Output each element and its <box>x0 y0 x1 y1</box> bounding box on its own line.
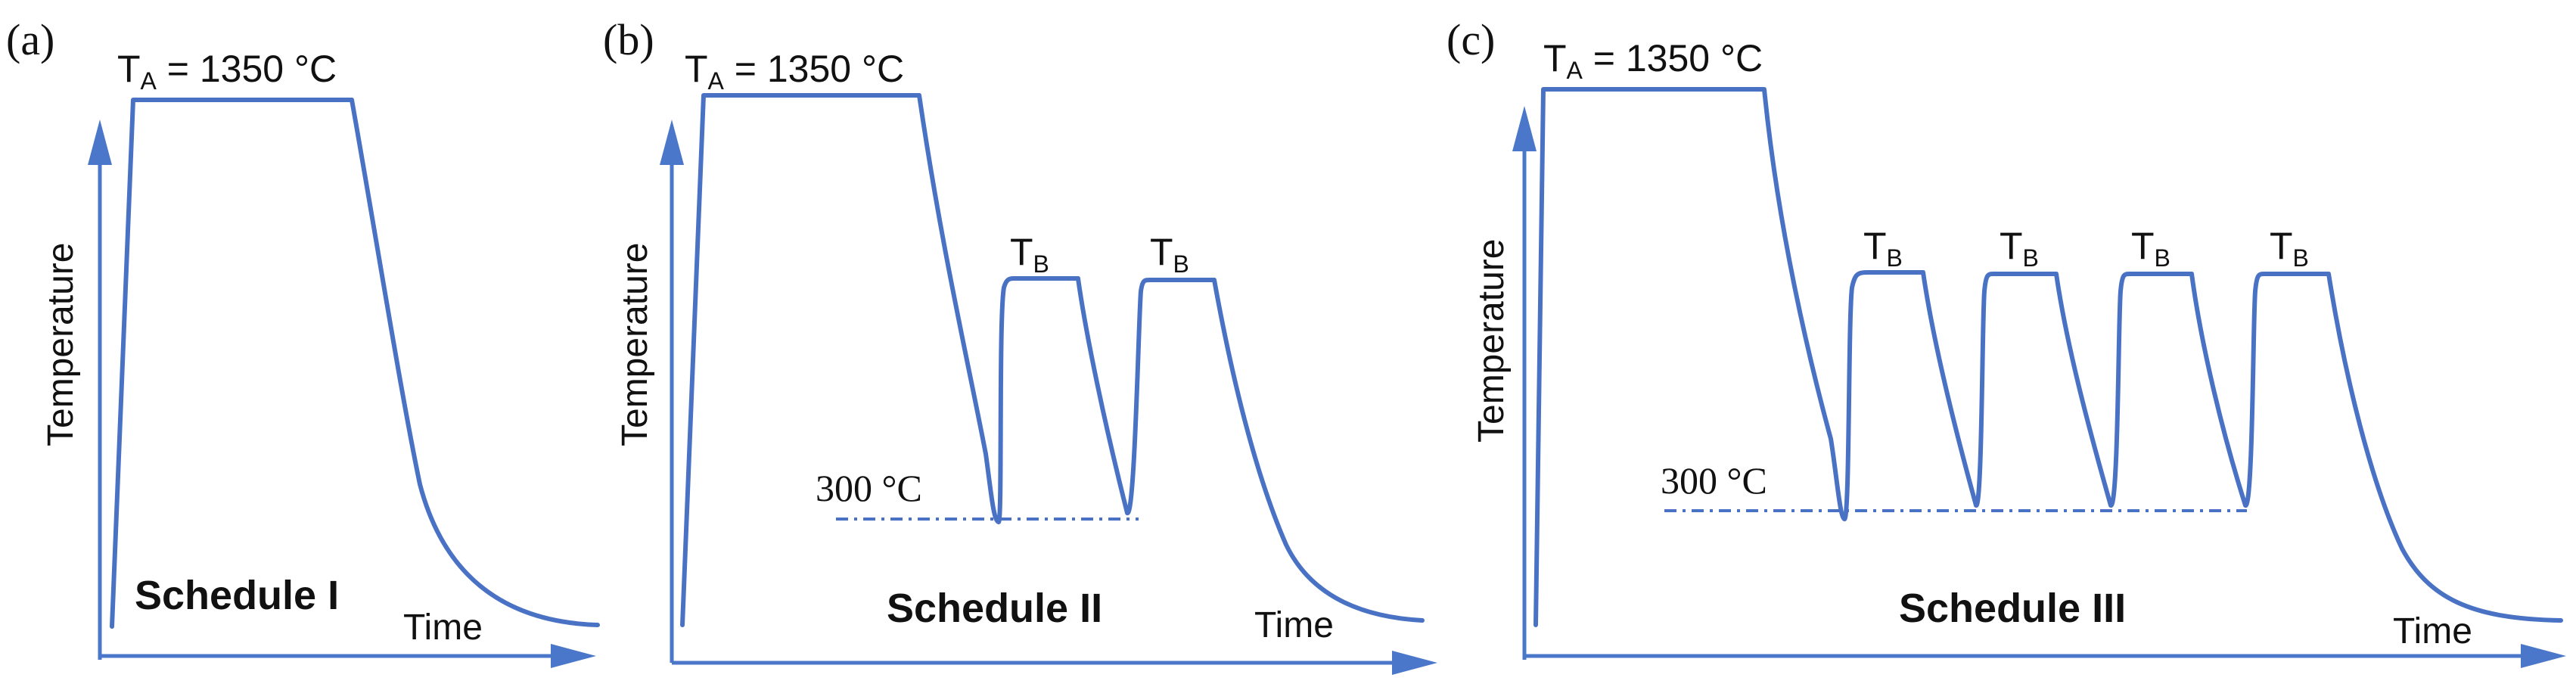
panel-a-letter: (a) <box>6 15 54 64</box>
panel-b-tb-label-1: TB <box>1010 231 1049 278</box>
panel-c-tb-label-3: TB <box>2131 225 2170 272</box>
panel-c-ta-label: TA = 1350 °C <box>1543 37 1763 84</box>
panel-c-letter: (c) <box>1446 15 1495 64</box>
panel-a: (a) Temperature Time Schedule I TA = 135… <box>6 15 600 668</box>
panel-c-xlabel: Time <box>2393 611 2472 651</box>
panel-b-y-axis-arrow <box>660 120 684 165</box>
panel-c-y-axis-arrow <box>1512 106 1537 151</box>
panel-b-ylabel: Temperature <box>615 243 655 446</box>
panel-b-temperature-curve <box>680 93 1425 627</box>
panel-b-xlabel: Time <box>1254 605 1334 645</box>
panel-b-x-axis-arrow <box>1392 651 1437 675</box>
panel-b-ta-label: TA = 1350 °C <box>685 48 904 95</box>
panel-b-letter: (b) <box>603 15 654 64</box>
panel-c-x-axis-arrow <box>2521 644 2566 668</box>
panel-a-y-axis-arrow <box>88 120 112 165</box>
panel-b-tb-label-2: TB <box>1150 231 1189 278</box>
panel-c-tb-label-4: TB <box>2270 225 2309 272</box>
panel-c-temperature-curve <box>1533 87 2563 627</box>
panel-c-tb-label-1: TB <box>1863 225 1903 272</box>
panel-a-xlabel: Time <box>403 608 483 648</box>
panel-b-quench-temp-label: 300 °C <box>816 467 922 509</box>
panel-b-schedule-label: Schedule II <box>887 586 1102 631</box>
panel-c-ylabel: Temperature <box>1471 239 1512 443</box>
panel-b: (b) Temperature Time Schedule II TA = 13… <box>603 15 1437 675</box>
panel-a-temperature-curve <box>110 98 600 629</box>
panel-a-ylabel: Temperature <box>41 243 81 446</box>
panel-c: (c) Temperature Time Schedule III TA = 1… <box>1446 15 2566 668</box>
panel-a-x-axis-arrow <box>551 644 596 668</box>
panel-a-schedule-label: Schedule I <box>135 573 339 618</box>
panel-c-quench-temp-label: 300 °C <box>1661 459 1767 502</box>
panel-c-tb-label-2: TB <box>2000 225 2039 272</box>
panel-a-ta-label: TA = 1350 °C <box>117 48 337 95</box>
panel-c-schedule-label: Schedule III <box>1899 586 2126 631</box>
